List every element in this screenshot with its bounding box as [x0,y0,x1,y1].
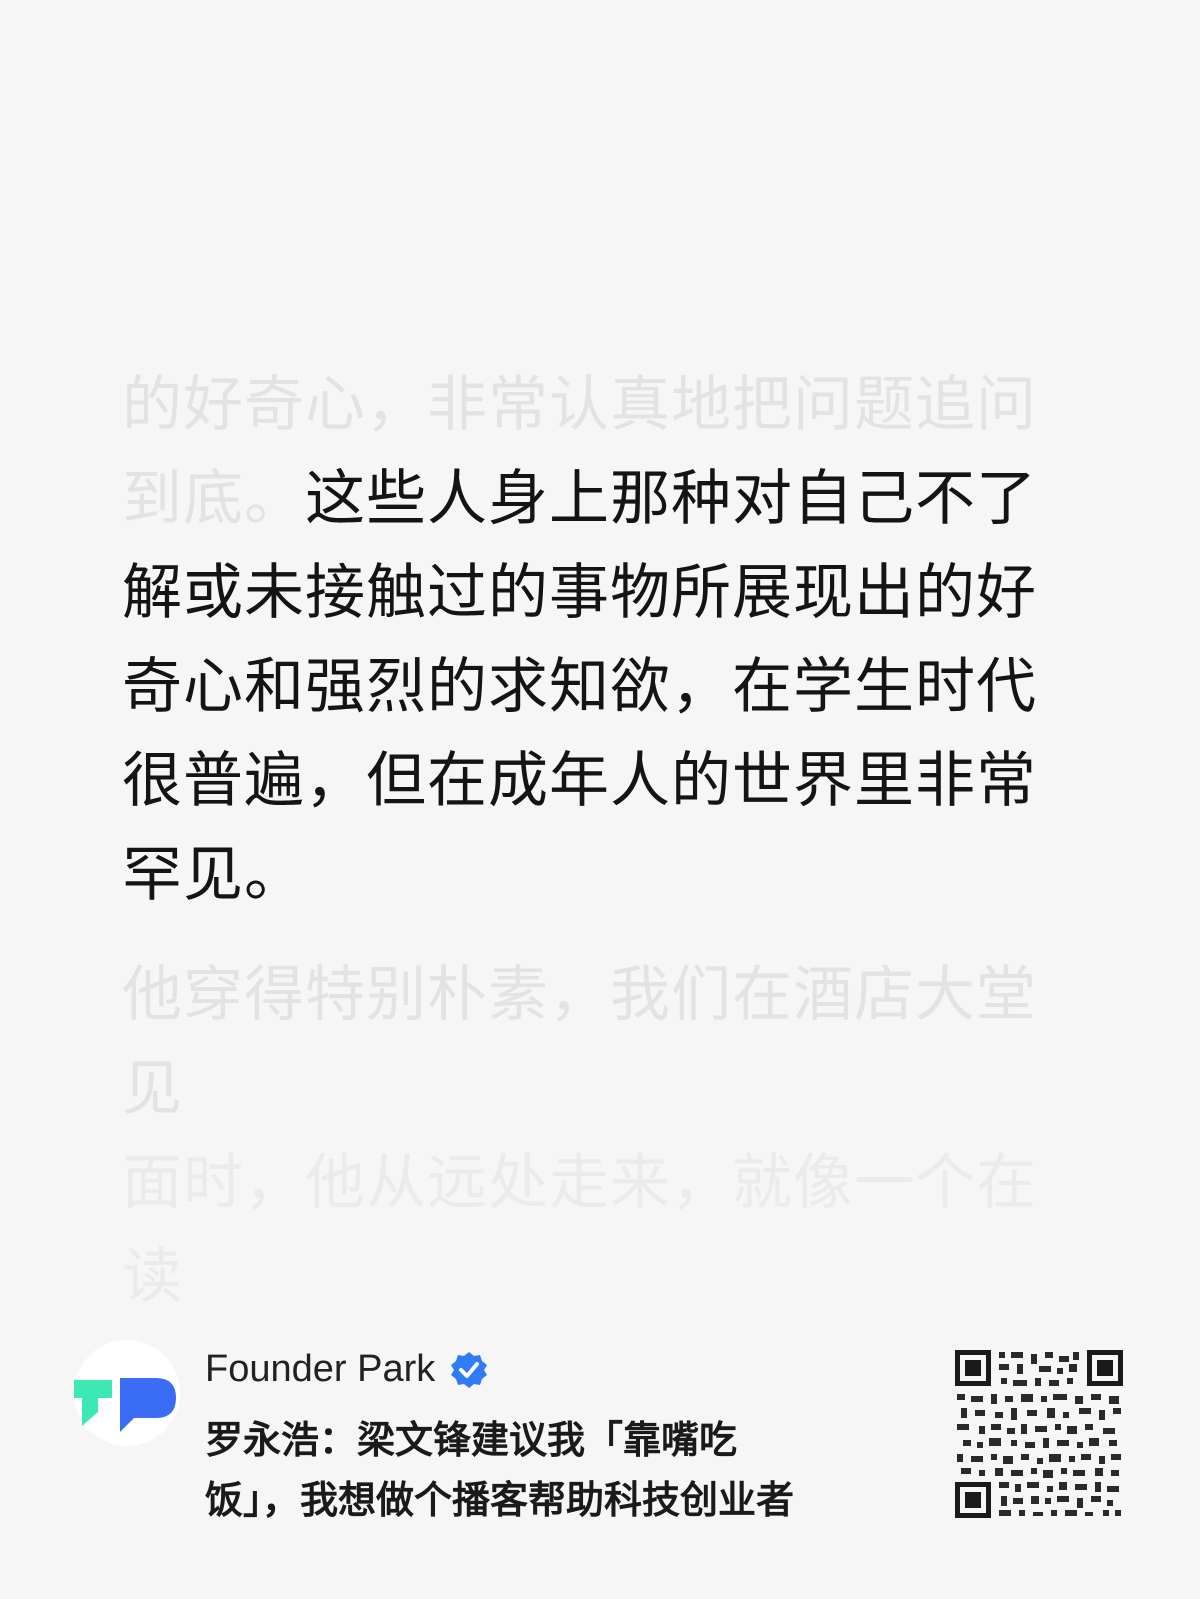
account-row[interactable]: Founder Park [205,1348,489,1391]
highlighted-paragraph: 的好奇心，非常认真地把问题追问到底。这些人身上那种对自己不了解或未接触过的事物所… [122,358,1082,922]
headline-line-2: 饭」，我想做个播客帮助科技创业者 [205,1478,795,1522]
account-name: Founder Park [205,1348,436,1390]
share-card-footer: Founder Park 罗永浩：梁文锋建议我「靠嘴吃 饭」，我想做个播客帮助科… [0,1330,1200,1530]
article-headline[interactable]: 罗永浩：梁文锋建议我「靠嘴吃 饭」，我想做个播客帮助科技创业者 [205,1410,885,1530]
highlighted-sentence: 这些人身上那种对自己不了解或未接触过的事物所展现出的好奇心和强烈的求知欲，在学生… [122,464,1037,910]
founder-park-logo[interactable] [74,1340,180,1446]
headline-line-1: 罗永浩：梁文锋建议我「靠嘴吃 [205,1418,738,1462]
article-excerpt: 的好奇心，非常认真地把问题追问到底。这些人身上那种对自己不了解或未接触过的事物所… [122,358,1082,1324]
faded-following-line-2: 面时，他从远处走来，就像一个在读 [122,1148,1037,1312]
founder-park-logo-icon [74,1378,176,1432]
qr-code-icon[interactable] [955,1350,1123,1518]
faded-following-paragraph: 他穿得特别朴素，我们在酒店大堂见 面时，他从远处走来，就像一个在读 [122,948,1082,1324]
verified-badge-icon [451,1351,488,1388]
faded-preceding-text: 的好奇心，非常认真地把问题追问到底。 [122,370,1037,534]
faded-following-line-1: 他穿得特别朴素，我们在酒店大堂见 [122,960,1037,1124]
